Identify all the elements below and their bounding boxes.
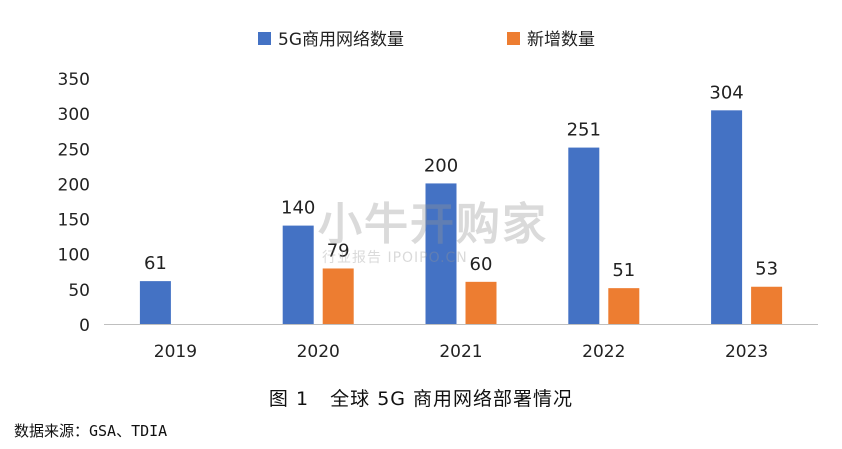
bar-new-2020 [322,268,354,324]
data-label: 251 [567,120,601,141]
x-tick-label: 2020 [297,342,340,362]
y-tick-label: 250 [58,140,90,160]
y-tick-label: 200 [58,175,90,195]
chart-legend: 5G商用网络数量 新增数量 [258,30,595,50]
data-label: 304 [709,82,743,103]
bar-new-2023 [751,286,783,324]
data-labels: 61 140 79 200 60 251 51 304 53 [144,82,778,281]
data-source: 数据来源：GSA、TDIA [14,422,168,440]
watermark: 小牛开购家 [318,199,548,250]
bars [139,110,783,325]
bar-networks-2022 [568,147,600,324]
y-tick-label: 100 [58,246,90,266]
bar-new-2022 [608,288,640,324]
bar-new-2021 [465,281,497,324]
bar-networks-2020 [282,225,314,324]
x-tick-label: 2023 [725,342,768,362]
legend-label-1: 新增数量 [527,30,595,50]
x-tick-label: 2019 [154,342,197,362]
x-tick-label: 2022 [582,342,625,362]
watermark-subtitle: 行业报告 IPOIPO.CN [322,250,468,266]
data-label: 79 [327,240,350,261]
legend-label-0: 5G商用网络数量 [278,30,404,50]
x-axis: 2019 2020 2021 2022 2023 [104,324,818,362]
figure-caption: 图 1 全球 5G 商用网络部署情况 [268,388,574,410]
data-label: 140 [281,198,315,219]
legend-swatch-0 [258,32,271,45]
data-label: 60 [470,254,493,275]
bar-networks-2019 [139,281,171,324]
bar-networks-2021 [425,183,457,324]
legend-swatch-1 [507,32,520,45]
y-tick-label: 300 [58,105,90,125]
data-label: 51 [612,260,635,281]
y-axis: 0 50 100 150 200 250 300 350 [58,70,90,336]
data-label: 61 [144,253,167,274]
y-tick-label: 0 [79,316,90,336]
x-tick-label: 2021 [439,342,482,362]
data-label: 200 [424,155,458,176]
y-tick-label: 350 [58,70,90,90]
bar-networks-2023 [711,110,743,325]
data-label: 53 [755,259,778,280]
y-tick-label: 150 [58,211,90,231]
y-tick-label: 50 [68,281,90,301]
